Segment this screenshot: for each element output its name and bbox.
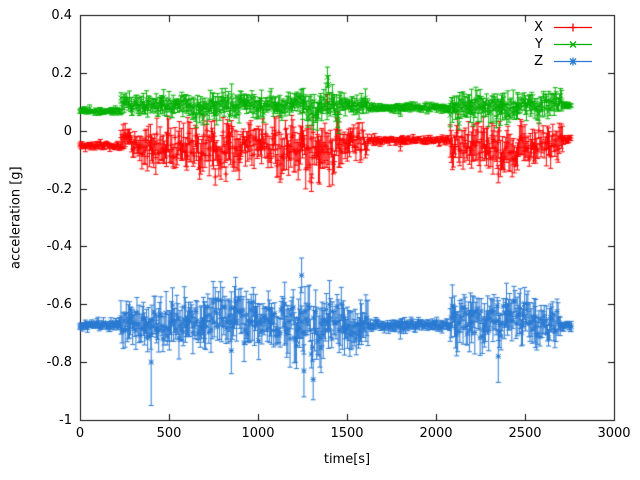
legend-label: Y [535, 37, 543, 52]
legend-label: X [534, 20, 543, 35]
legend-item: X [531, 20, 594, 35]
y-tick-label: 0.4 [51, 8, 72, 23]
y-tick-label: -0.2 [46, 181, 72, 197]
legend-sample-marker-icon [552, 21, 594, 34]
x-axis-title: time[s] [323, 452, 371, 467]
y-tick-label: -0.4 [46, 239, 72, 255]
x-tick-label: 2000 [419, 426, 453, 441]
legend-label: Z [534, 54, 543, 69]
x-tick-label: 2500 [508, 426, 542, 441]
x-tick-label: 1500 [330, 426, 364, 441]
y-tick-label: 0 [63, 123, 72, 139]
x-tick-label: 3000 [597, 426, 631, 441]
y-tick-label: -0.8 [46, 355, 72, 371]
y-axis-title: acceleration [g] [8, 166, 24, 269]
legend-item: Y [531, 37, 594, 52]
legend-sample-marker-icon [552, 55, 594, 68]
y-tick-label: -1 [59, 413, 72, 428]
x-tick-label: 0 [75, 426, 85, 441]
legend-item: Z [531, 54, 594, 69]
y-tick-label: -0.6 [46, 297, 72, 313]
x-tick-label: 500 [156, 426, 182, 441]
legend-sample-marker-icon [552, 38, 594, 51]
y-tick-label: 0.2 [51, 65, 72, 81]
x-tick-label: 1000 [241, 426, 275, 441]
